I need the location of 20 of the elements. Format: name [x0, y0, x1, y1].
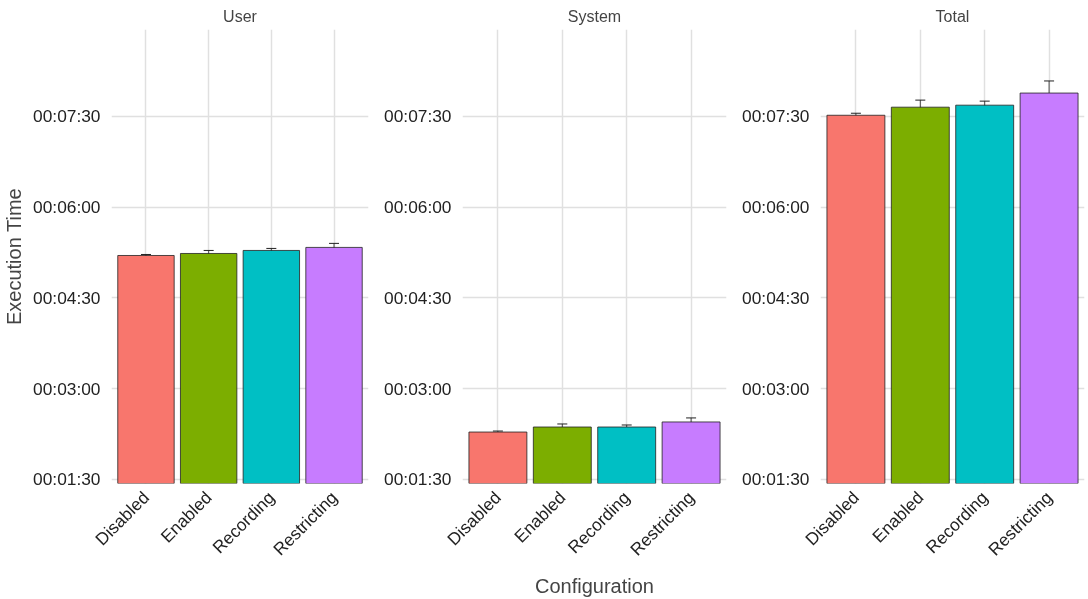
y-tick-label: 00:06:00 [384, 197, 452, 218]
y-axis-title: Execution Time [3, 188, 26, 326]
y-tick-label: 00:04:30 [742, 287, 810, 308]
y-tick-label: 00:01:30 [742, 469, 810, 490]
y-tick-label: 00:03:00 [384, 378, 452, 399]
y-tick-label: 00:06:00 [33, 197, 101, 218]
y-tick-label: 00:04:30 [384, 287, 452, 308]
y-tick-label: 00:03:00 [742, 378, 810, 399]
y-tick-label: 00:07:30 [384, 106, 452, 127]
chart-title: System [567, 7, 622, 25]
y-tick-label: 00:01:30 [33, 469, 101, 490]
y-tick-label: 00:01:30 [384, 469, 452, 490]
y-tick-label: 00:07:30 [33, 106, 101, 127]
y-tick-label: 00:04:30 [33, 287, 101, 308]
y-tick-label: 00:07:30 [742, 106, 810, 127]
chart-title: User [223, 7, 258, 25]
y-tick-label: 00:03:00 [33, 378, 101, 399]
y-tick-label: 00:06:00 [742, 197, 810, 218]
chart-title: Total [935, 7, 970, 25]
x-axis-title: Configuration [535, 574, 654, 597]
